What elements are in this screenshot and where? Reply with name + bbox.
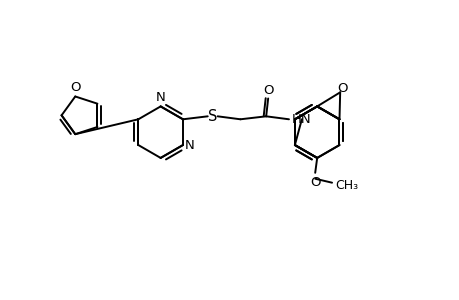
Text: O: O bbox=[263, 83, 273, 97]
Text: N: N bbox=[156, 92, 165, 104]
Text: CH₃: CH₃ bbox=[334, 179, 358, 192]
Text: HN: HN bbox=[291, 113, 311, 126]
Text: O: O bbox=[336, 82, 347, 95]
Text: O: O bbox=[70, 82, 80, 94]
Text: O: O bbox=[309, 176, 320, 189]
Text: S: S bbox=[207, 109, 217, 124]
Text: N: N bbox=[185, 139, 194, 152]
